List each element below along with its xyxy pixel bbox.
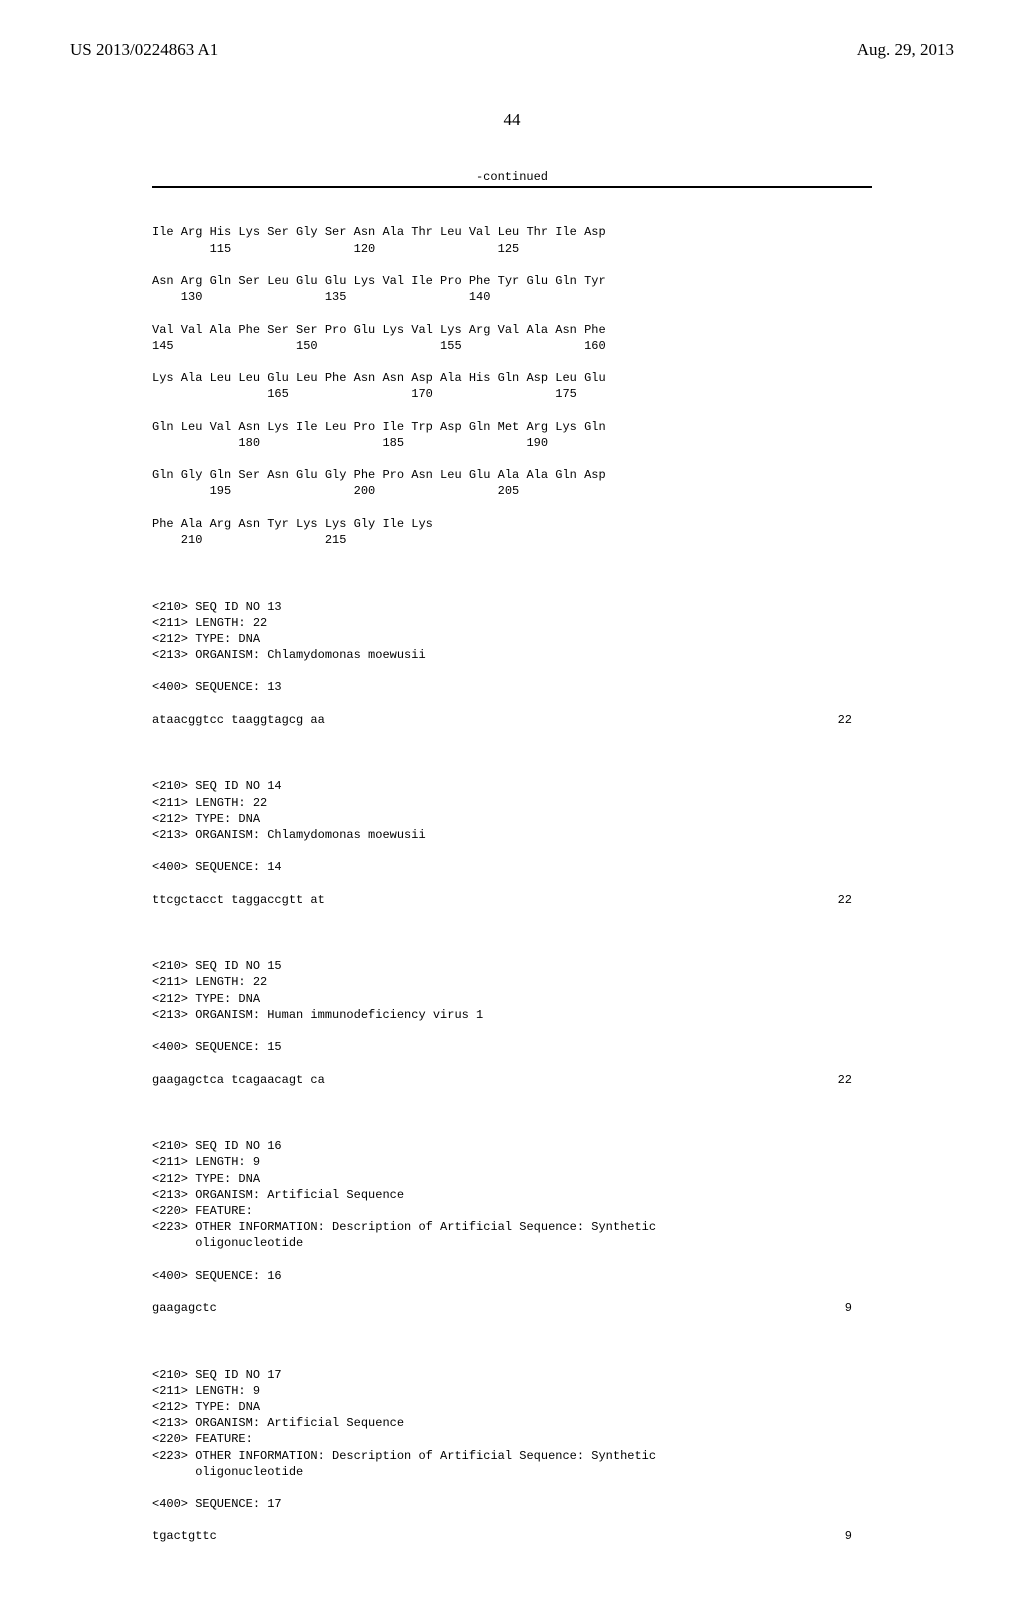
seq-meta: <212> TYPE: DNA: [152, 1172, 260, 1186]
aa-row: Gln Leu Val Asn Lys Ile Leu Pro Ile Trp …: [152, 420, 606, 434]
seq-meta: <212> TYPE: DNA: [152, 812, 260, 826]
seq-meta: <213> ORGANISM: Artificial Sequence: [152, 1188, 404, 1202]
page-header: US 2013/0224863 A1 Aug. 29, 2013: [70, 40, 954, 60]
seq-label: <400> SEQUENCE: 17: [152, 1497, 282, 1511]
patent-number: US 2013/0224863 A1: [70, 40, 218, 60]
aa-nums: 165 170 175: [152, 387, 577, 401]
aa-row: Phe Ala Arg Asn Tyr Lys Lys Gly Ile Lys: [152, 517, 433, 531]
seq-label: <400> SEQUENCE: 15: [152, 1040, 282, 1054]
sequence-listing: Ile Arg His Lys Ser Gly Ser Asn Ala Thr …: [152, 192, 872, 1611]
seq-14-block: <210> SEQ ID NO 14 <211> LENGTH: 22 <212…: [152, 778, 872, 908]
aa-nums: 145 150 155 160: [152, 339, 606, 353]
seq-meta: <210> SEQ ID NO 13: [152, 600, 282, 614]
section-rule: [152, 186, 872, 188]
aa-nums: 195 200 205: [152, 484, 519, 498]
aa-nums: 180 185 190: [152, 436, 548, 450]
seq-meta: <212> TYPE: DNA: [152, 1400, 260, 1414]
seq-meta: <223> OTHER INFORMATION: Description of …: [152, 1220, 656, 1234]
aa-row: Val Val Ala Phe Ser Ser Pro Glu Lys Val …: [152, 323, 606, 337]
seq-meta: <210> SEQ ID NO 15: [152, 959, 282, 973]
aa-row: Asn Arg Gln Ser Leu Glu Glu Lys Val Ile …: [152, 274, 606, 288]
seq-meta: <213> ORGANISM: Human immunodeficiency v…: [152, 1008, 483, 1022]
seq-label: <400> SEQUENCE: 16: [152, 1269, 282, 1283]
seq-meta: <213> ORGANISM: Artificial Sequence: [152, 1416, 404, 1430]
seq-data-row: gaagagctca tcagaacagt ca 22: [152, 1072, 852, 1088]
seq-meta: <220> FEATURE:: [152, 1204, 253, 1218]
seq-length: 9: [845, 1528, 852, 1544]
seq-meta: <212> TYPE: DNA: [152, 992, 260, 1006]
aa-nums: 210 215: [152, 533, 346, 547]
seq-13-block: <210> SEQ ID NO 13 <211> LENGTH: 22 <212…: [152, 599, 872, 729]
seq-label: <400> SEQUENCE: 14: [152, 860, 282, 874]
seq-label: <400> SEQUENCE: 13: [152, 680, 282, 694]
seq-text: ataacggtcc taaggtagcg aa: [152, 712, 325, 728]
seq-meta: oligonucleotide: [152, 1465, 303, 1479]
seq-text: ttcgctacct taggaccgtt at: [152, 892, 325, 908]
seq-16-block: <210> SEQ ID NO 16 <211> LENGTH: 9 <212>…: [152, 1138, 872, 1316]
aa-nums: 130 135 140: [152, 290, 490, 304]
seq-length: 9: [845, 1300, 852, 1316]
seq-data-row: tgactgttc 9: [152, 1528, 852, 1544]
continued-label: -continued: [70, 170, 954, 184]
seq-15-block: <210> SEQ ID NO 15 <211> LENGTH: 22 <212…: [152, 958, 872, 1088]
seq-length: 22: [838, 1072, 852, 1088]
seq-meta: <223> OTHER INFORMATION: Description of …: [152, 1449, 656, 1463]
seq-meta: <210> SEQ ID NO 17: [152, 1368, 282, 1382]
seq-meta: <210> SEQ ID NO 14: [152, 779, 282, 793]
seq-meta: <213> ORGANISM: Chlamydomonas moewusii: [152, 828, 426, 842]
patent-date: Aug. 29, 2013: [857, 40, 954, 60]
seq-length: 22: [838, 892, 852, 908]
seq-meta: <211> LENGTH: 22: [152, 616, 267, 630]
seq-text: tgactgttc: [152, 1528, 217, 1544]
seq-meta: oligonucleotide: [152, 1236, 303, 1250]
seq-meta: <211> LENGTH: 22: [152, 975, 267, 989]
seq-meta: <212> TYPE: DNA: [152, 632, 260, 646]
seq-meta: <211> LENGTH: 9: [152, 1155, 260, 1169]
protein-sequence-block: Ile Arg His Lys Ser Gly Ser Asn Ala Thr …: [152, 224, 872, 548]
page-number: 44: [70, 110, 954, 130]
seq-length: 22: [838, 712, 852, 728]
seq-data-row: gaagagctc 9: [152, 1300, 852, 1316]
patent-page: US 2013/0224863 A1 Aug. 29, 2013 44 -con…: [0, 0, 1024, 1320]
seq-text: gaagagctca tcagaacagt ca: [152, 1072, 325, 1088]
aa-nums: 115 120 125: [152, 242, 519, 256]
aa-row: Lys Ala Leu Leu Glu Leu Phe Asn Asn Asp …: [152, 371, 606, 385]
aa-row: Ile Arg His Lys Ser Gly Ser Asn Ala Thr …: [152, 225, 606, 239]
aa-row: Gln Gly Gln Ser Asn Glu Gly Phe Pro Asn …: [152, 468, 606, 482]
seq-meta: <213> ORGANISM: Chlamydomonas moewusii: [152, 648, 426, 662]
seq-17-block: <210> SEQ ID NO 17 <211> LENGTH: 9 <212>…: [152, 1367, 872, 1545]
seq-meta: <220> FEATURE:: [152, 1432, 253, 1446]
seq-meta: <211> LENGTH: 22: [152, 796, 267, 810]
seq-data-row: ttcgctacct taggaccgtt at 22: [152, 892, 852, 908]
seq-meta: <210> SEQ ID NO 16: [152, 1139, 282, 1153]
seq-text: gaagagctc: [152, 1300, 217, 1316]
seq-meta: <211> LENGTH: 9: [152, 1384, 260, 1398]
seq-data-row: ataacggtcc taaggtagcg aa 22: [152, 712, 852, 728]
